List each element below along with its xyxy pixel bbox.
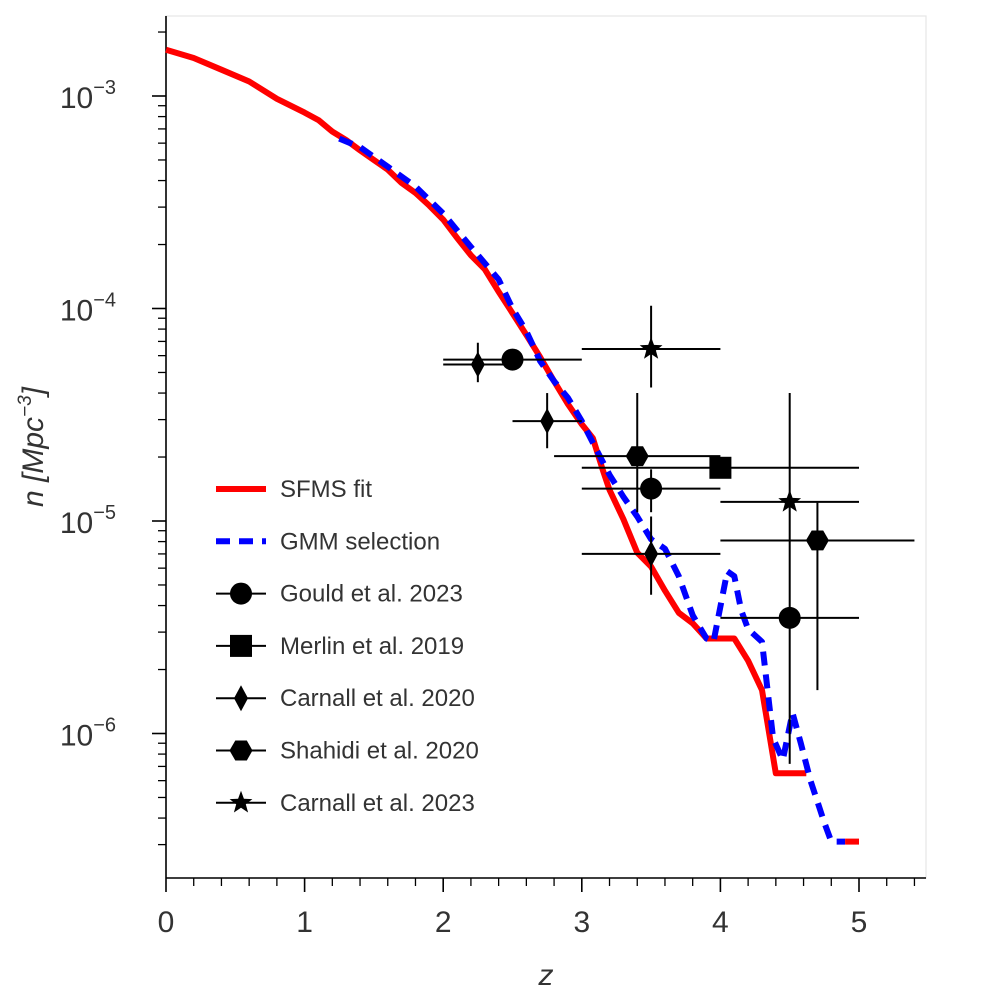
y-tick-label: 10−3: [60, 77, 116, 115]
sfms-fit-line: [165, 46, 807, 777]
legend: SFMS fit GMM selection Gould et al. 2023 Me…: [216, 476, 479, 817]
error-bars: [443, 305, 915, 764]
x-tick-label: 5: [851, 906, 868, 939]
merlin-et-al-2019-point: [709, 456, 732, 479]
y-axis-label-exp: −3: [15, 395, 36, 417]
gould-et-al-2023-point: [640, 477, 663, 500]
legend-label-sfms-fit: SFMS fit: [280, 476, 372, 503]
axis-ticks: 0 1 2 3 4 5 10−3 10−4 10−5 10−6: [60, 31, 916, 939]
legend-marker-carnall-et-al-2020: [234, 685, 248, 712]
y-tick-label: 10−4: [60, 290, 116, 328]
legend-label-gmm-selection: GMM selection: [280, 528, 440, 555]
legend-label-carnall-et-al-2020: Carnall et al. 2020: [280, 685, 475, 712]
x-axis-label: z: [538, 959, 554, 992]
series-lines: [165, 46, 859, 845]
x-tick-label: 3: [573, 906, 590, 939]
legend-marker-shahidi-et-al-2020: [229, 740, 253, 761]
y-tick-label: 10−6: [60, 715, 116, 753]
carnall-et-al-2020-point: [644, 540, 659, 567]
y-axis-label-var: n: [17, 490, 50, 507]
y-axis-label-unit: [Mpc: [17, 417, 50, 483]
legend-label-merlin-et-al-2019: Merlin et al. 2019: [280, 633, 464, 660]
carnall-et-al-2023-point: [639, 337, 663, 359]
gould-et-al-2023-point: [778, 606, 801, 629]
carnall-et-al-2020-point: [470, 351, 485, 378]
y-tick-label: 10−5: [60, 502, 116, 540]
carnall-et-al-2020-point: [540, 408, 555, 435]
markers: [470, 337, 829, 629]
y-axis-label-close: ]: [17, 386, 50, 398]
legend-label-shahidi-et-al-2020: Shahidi et al. 2020: [280, 738, 479, 765]
shahidi-et-al-2020-point: [625, 446, 649, 467]
x-tick-label: 0: [158, 906, 175, 939]
y-axis-label: n [Mpc−3]: [15, 386, 50, 507]
gmm-selection-line: [338, 135, 846, 845]
x-tick-label: 2: [435, 906, 452, 939]
x-tick-label: 4: [712, 906, 729, 939]
legend-marker-gould-et-al-2023: [230, 582, 252, 605]
gould-et-al-2023-point: [501, 348, 524, 371]
shahidi-et-al-2020-point: [805, 530, 829, 551]
legend-marker-carnall-et-al-2023: [229, 790, 253, 813]
x-tick-label: 1: [296, 906, 313, 939]
legend-label-gould-et-al-2023: Gould et al. 2023: [280, 581, 463, 608]
legend-marker-merlin-et-al-2019: [230, 634, 252, 657]
carnall-et-al-2023-point: [778, 489, 802, 512]
legend-label-carnall-et-al-2023: Carnall et al. 2023: [280, 790, 475, 817]
